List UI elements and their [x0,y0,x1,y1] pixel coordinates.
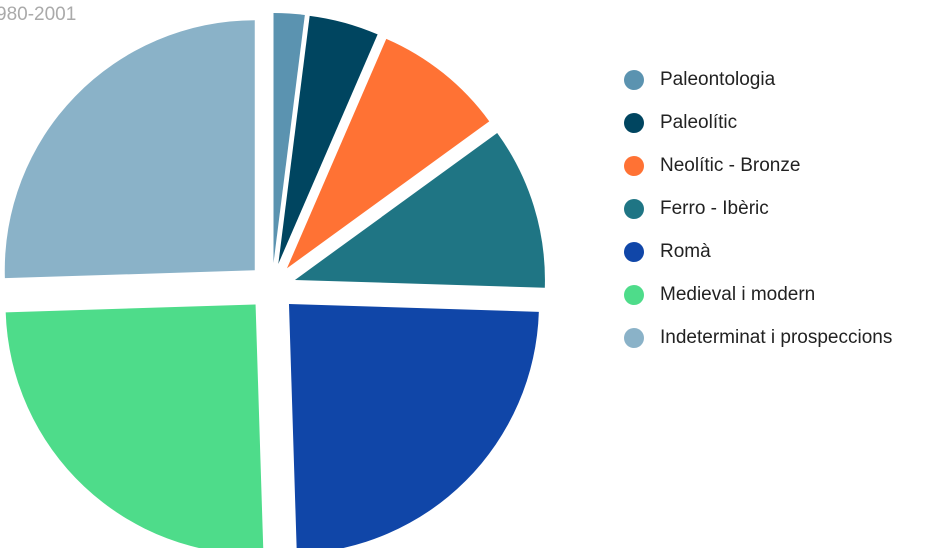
legend-swatch [624,70,644,90]
pie-slice [4,20,255,279]
legend-swatch [624,199,644,219]
pie-slice [5,304,264,548]
pie-slice [273,13,305,264]
legend-label: Paleontologia [660,69,776,90]
pie-slice [294,132,545,288]
legend-label: Medieval i modern [660,284,815,305]
legend-swatch [624,242,644,262]
legend-label: Indeterminat i prospeccions [660,327,892,348]
pie-slice [278,15,378,264]
pie-slice [288,303,539,548]
legend-label: Neolític - Bronze [660,155,800,176]
legend-label: Paleolític [660,112,737,133]
legend-swatch [624,328,644,348]
legend-swatch [624,156,644,176]
chart-title: 980-2001 [0,4,76,25]
pie-slice [287,38,490,269]
legend-swatch [624,285,644,305]
legend-swatch [624,113,644,133]
legend-label: Romà [660,241,711,262]
legend-label: Ferro - Ibèric [660,198,769,219]
